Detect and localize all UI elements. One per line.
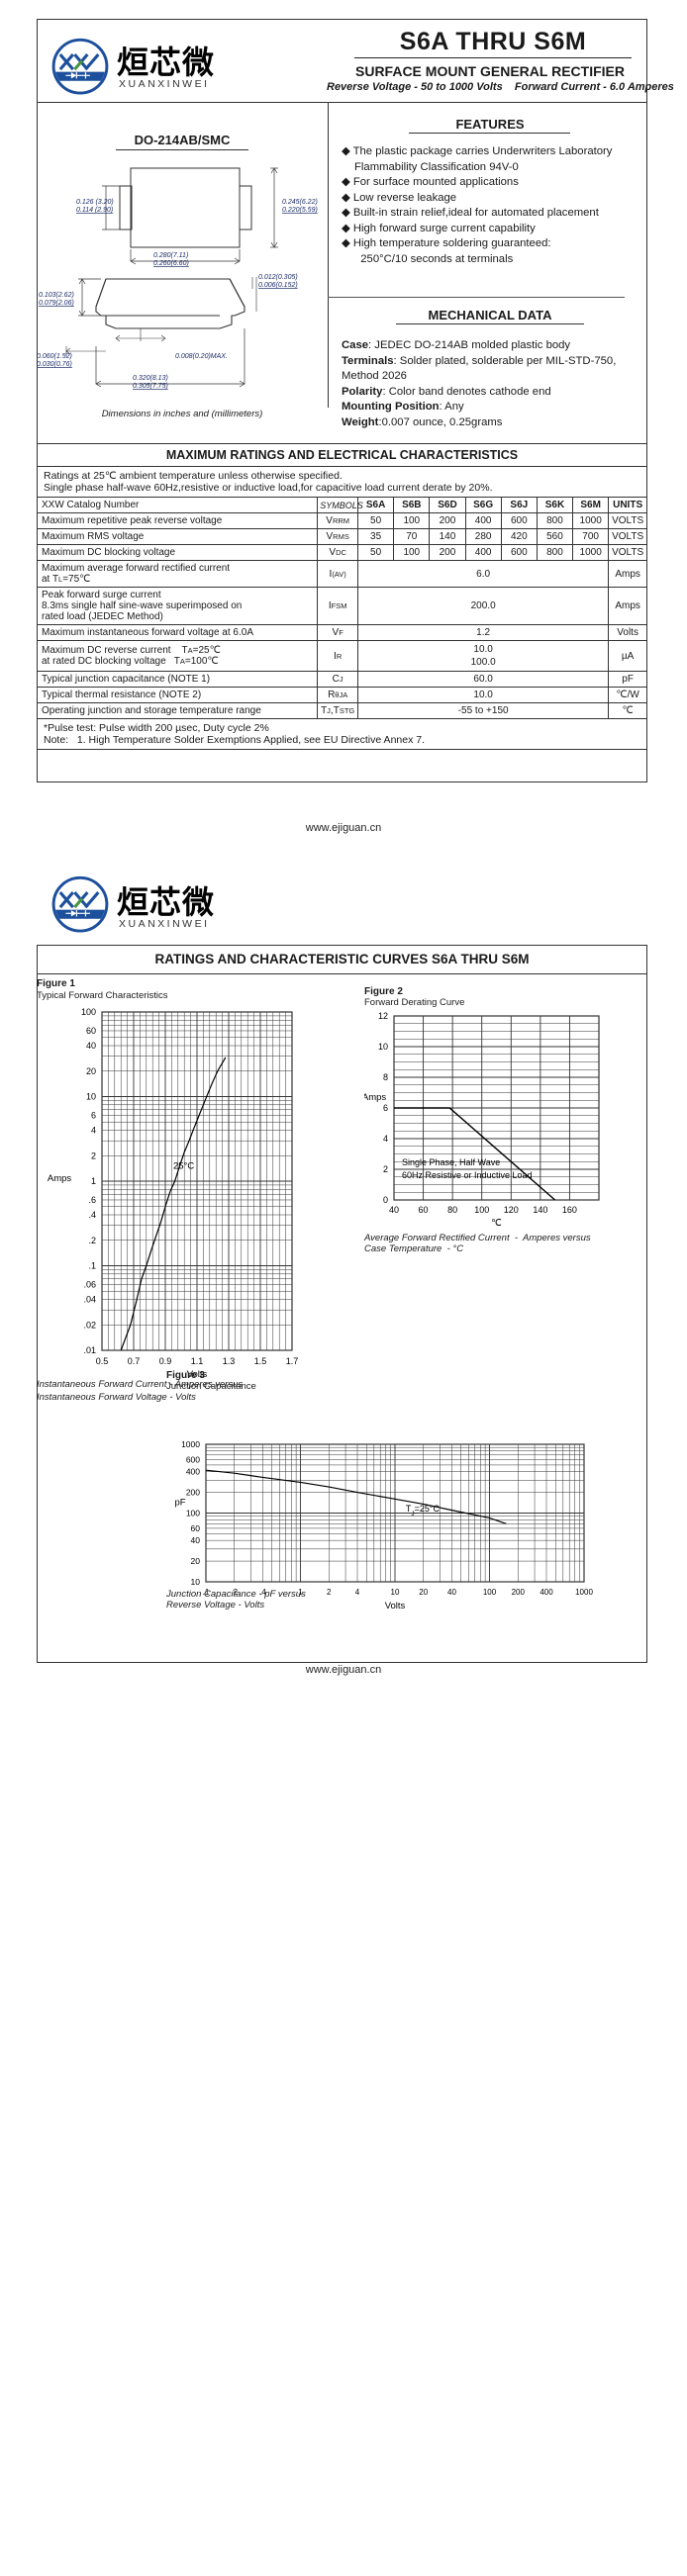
svg-text:4: 4 xyxy=(383,1134,388,1144)
svg-text:pF: pF xyxy=(174,1498,185,1509)
svg-text:400: 400 xyxy=(186,1467,200,1477)
svg-text:60: 60 xyxy=(419,1205,429,1215)
svg-text:0.012(0.305): 0.012(0.305) xyxy=(258,274,298,281)
svg-text:0.7: 0.7 xyxy=(128,1356,141,1366)
svg-text:40: 40 xyxy=(86,1041,96,1051)
svg-text:80: 80 xyxy=(447,1205,457,1215)
svg-text:160: 160 xyxy=(562,1205,577,1215)
svg-text:0.245(6.22): 0.245(6.22) xyxy=(282,199,318,206)
svg-text:℃: ℃ xyxy=(491,1218,502,1229)
svg-text:.01: .01 xyxy=(83,1345,96,1355)
svg-text:1.1: 1.1 xyxy=(191,1356,204,1366)
svg-text:Amps: Amps xyxy=(364,1092,386,1103)
svg-text:Volts: Volts xyxy=(385,1601,406,1611)
svg-text:40: 40 xyxy=(389,1205,399,1215)
svg-text:20: 20 xyxy=(191,1556,201,1566)
svg-text:12: 12 xyxy=(378,1011,388,1021)
svg-text:8: 8 xyxy=(383,1072,388,1082)
svg-text:0.280(7.11): 0.280(7.11) xyxy=(153,252,188,259)
svg-text:100: 100 xyxy=(186,1509,200,1518)
svg-text:0.114 (2.90): 0.114 (2.90) xyxy=(76,207,113,214)
svg-text:0.320(8.13): 0.320(8.13) xyxy=(133,375,168,382)
svg-text:4: 4 xyxy=(91,1126,96,1136)
svg-text:0.5: 0.5 xyxy=(96,1356,109,1366)
svg-text:10: 10 xyxy=(191,1577,201,1587)
svg-text:0.030(0.76): 0.030(0.76) xyxy=(37,361,72,368)
svg-text:40: 40 xyxy=(447,1588,456,1597)
svg-text:100: 100 xyxy=(483,1588,497,1597)
svg-text:100: 100 xyxy=(474,1205,489,1215)
svg-text:10: 10 xyxy=(378,1042,388,1052)
svg-text:100: 100 xyxy=(81,1007,96,1017)
svg-text:0.220(5.59): 0.220(5.59) xyxy=(282,207,318,214)
svg-text:2: 2 xyxy=(327,1588,332,1597)
svg-text:10: 10 xyxy=(391,1588,400,1597)
svg-text:.04: .04 xyxy=(83,1295,96,1305)
svg-text:140: 140 xyxy=(533,1205,547,1215)
svg-text:60: 60 xyxy=(191,1523,201,1533)
svg-text:.6: .6 xyxy=(88,1195,96,1205)
svg-text:.02: .02 xyxy=(83,1320,96,1330)
svg-text:1: 1 xyxy=(91,1176,96,1186)
svg-text:0.126 (3.20): 0.126 (3.20) xyxy=(76,199,114,206)
svg-text:.1: .1 xyxy=(88,1261,96,1271)
svg-text:.4: .4 xyxy=(88,1210,96,1220)
svg-text:2: 2 xyxy=(91,1150,96,1160)
svg-text:60Hz Resistive or Inductive Lo: 60Hz Resistive or Inductive Load xyxy=(402,1170,533,1180)
svg-text:400: 400 xyxy=(540,1588,553,1597)
svg-text:40: 40 xyxy=(191,1535,201,1545)
svg-text:0.305(7.75): 0.305(7.75) xyxy=(133,383,168,390)
svg-text:6: 6 xyxy=(91,1110,96,1120)
svg-text:0.260(6.60): 0.260(6.60) xyxy=(153,260,189,267)
svg-text:TJ=25°C: TJ=25°C xyxy=(406,1504,441,1518)
svg-text:120: 120 xyxy=(504,1205,519,1215)
svg-text:1.5: 1.5 xyxy=(254,1356,267,1366)
svg-text:0.006(0.152): 0.006(0.152) xyxy=(258,282,298,289)
svg-text:1.3: 1.3 xyxy=(223,1356,236,1366)
svg-text:1000: 1000 xyxy=(575,1588,593,1597)
svg-text:.2: .2 xyxy=(88,1236,96,1245)
svg-text:10: 10 xyxy=(86,1092,96,1102)
svg-text:600: 600 xyxy=(186,1454,200,1464)
svg-text:60: 60 xyxy=(86,1026,96,1036)
svg-text:0.103(2.62): 0.103(2.62) xyxy=(39,292,74,299)
svg-text:20: 20 xyxy=(86,1066,96,1076)
svg-text:1000: 1000 xyxy=(181,1439,200,1449)
svg-text:6: 6 xyxy=(383,1103,388,1113)
svg-text:Single Phase, Half Wave: Single Phase, Half Wave xyxy=(402,1157,500,1167)
svg-text:2: 2 xyxy=(383,1164,388,1174)
svg-text:0.9: 0.9 xyxy=(159,1356,172,1366)
svg-text:4: 4 xyxy=(355,1588,360,1597)
svg-text:0.060(1.52): 0.060(1.52) xyxy=(37,353,72,360)
svg-text:20: 20 xyxy=(419,1588,428,1597)
svg-text:1.7: 1.7 xyxy=(286,1356,299,1366)
svg-text:.06: .06 xyxy=(83,1279,96,1289)
svg-text:0.079(2.06): 0.079(2.06) xyxy=(39,300,74,307)
svg-text:0: 0 xyxy=(383,1195,388,1205)
svg-text:25°C: 25°C xyxy=(173,1161,194,1172)
svg-text:200: 200 xyxy=(186,1488,200,1498)
svg-text:Amps: Amps xyxy=(48,1173,71,1184)
svg-text:0.008(0.20)MAX.: 0.008(0.20)MAX. xyxy=(175,353,228,360)
svg-text:200: 200 xyxy=(512,1588,526,1597)
